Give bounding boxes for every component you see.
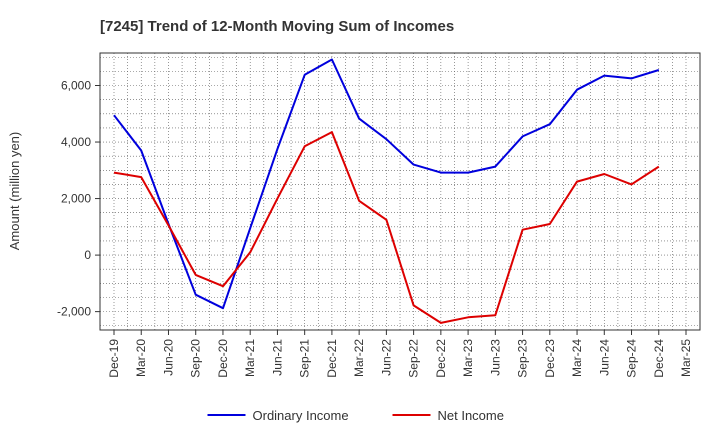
- x-tick-label: Jun-22: [379, 339, 393, 376]
- x-tick-label: Jun-21: [270, 339, 284, 376]
- x-tick-label: Mar-22: [352, 339, 366, 377]
- x-axis: Dec-19 Mar-20 Jun-20 Sep-20 Dec-20 Mar-21 Jun-…: [107, 330, 693, 378]
- x-tick-label: Jun-20: [161, 339, 175, 376]
- y-tick-label: 2,000: [61, 192, 91, 206]
- x-tick-label: Dec-22: [434, 339, 448, 378]
- x-tick-label: Mar-24: [570, 339, 584, 377]
- x-tick-label: Mar-21: [243, 339, 257, 377]
- x-tick-label: Sep-22: [407, 339, 421, 378]
- series-layer: [113, 58, 660, 324]
- y-axis-label: Amount (million yen): [7, 132, 22, 251]
- x-tick-label: Dec-21: [325, 339, 339, 378]
- y-tick-label: -2,000: [57, 305, 91, 319]
- x-tick-label: Dec-19: [107, 339, 121, 378]
- series-line-ordinary-income: [113, 58, 660, 310]
- x-tick-label: Dec-23: [543, 339, 557, 378]
- y-tick-label: 6,000: [61, 79, 91, 93]
- x-tick-label: Jun-23: [488, 339, 502, 376]
- y-axis: -2,000 0 2,000 4,000 6,000: [57, 79, 100, 319]
- x-tick-label: Dec-20: [216, 339, 230, 378]
- x-tick-label: Dec-24: [652, 339, 666, 378]
- legend: Ordinary Income Net Income: [207, 408, 504, 423]
- x-tick-label: Mar-25: [679, 339, 693, 377]
- legend-label-ordinary-income: Ordinary Income: [253, 408, 349, 423]
- chart-title: [7245] Trend of 12-Month Moving Sum of I…: [100, 18, 454, 35]
- x-tick-label: Sep-21: [298, 339, 312, 378]
- grid: [100, 53, 700, 330]
- series-line-net-income: [113, 131, 660, 324]
- x-tick-label: Jun-24: [597, 339, 611, 376]
- y-tick-label: 4,000: [61, 135, 91, 149]
- x-tick-label: Mar-23: [461, 339, 475, 377]
- y-tick-label: 0: [84, 248, 91, 262]
- x-tick-label: Sep-20: [189, 339, 203, 378]
- x-tick-label: Mar-20: [134, 339, 148, 377]
- x-tick-label: Sep-23: [516, 339, 530, 378]
- x-tick-label: Sep-24: [625, 339, 639, 378]
- legend-label-net-income: Net Income: [438, 408, 504, 423]
- plot-frame: [99, 52, 701, 331]
